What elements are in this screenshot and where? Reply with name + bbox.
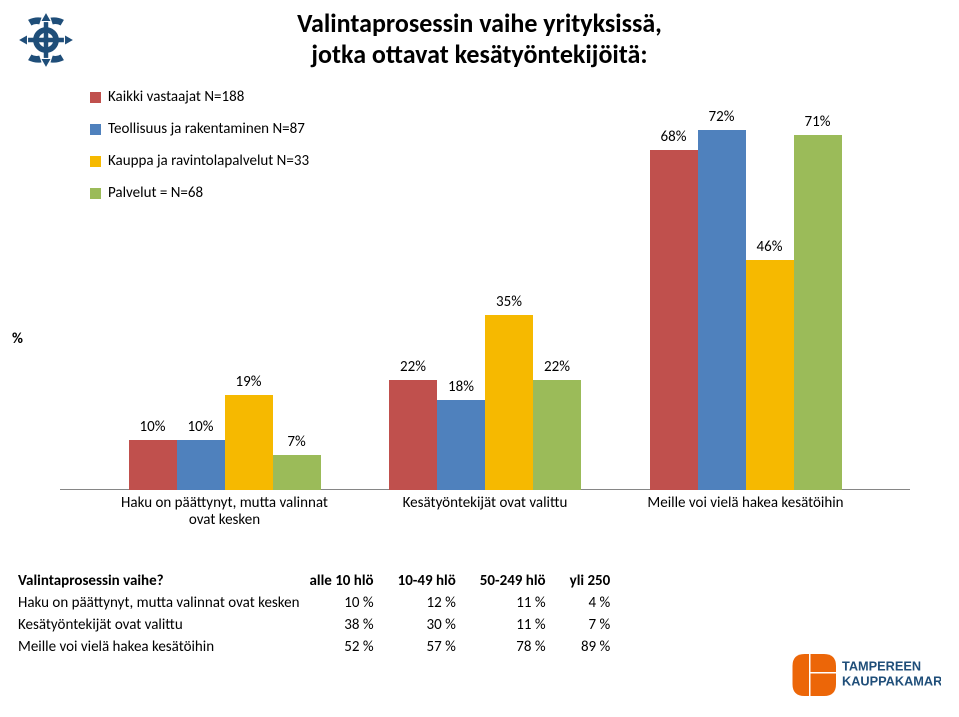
- table-cell: 89 %: [570, 636, 635, 658]
- title-line-1: Valintaprosessin vaihe yrityksissä,: [297, 7, 662, 39]
- bar-value-label: 22%: [544, 358, 570, 376]
- bar: 71%: [794, 135, 842, 490]
- table-header-col: 10-49 hlö: [398, 570, 480, 592]
- category-label: Meille voi vielä hakea kesätöihin: [630, 495, 862, 512]
- bar-group: 22%18%35%22%: [389, 315, 581, 490]
- table-cell: 10 %: [309, 592, 397, 614]
- table-row: Kesätyöntekijät ovat valittu38 %30 %11 %…: [18, 614, 634, 636]
- table-cell: 11 %: [480, 592, 570, 614]
- bar-group: 10%10%19%7%: [129, 395, 321, 490]
- bar-value-label: 22%: [400, 358, 426, 376]
- bar: 46%: [746, 260, 794, 490]
- table-row: Meille voi vielä hakea kesätöihin52 %57 …: [18, 636, 634, 658]
- table-row-label: Kesätyöntekijät ovat valittu: [18, 614, 309, 636]
- category-label: Kesätyöntekijät ovat valittu: [369, 495, 601, 512]
- table-header-col: 50-249 hlö: [480, 570, 570, 592]
- bar: 22%: [389, 380, 437, 490]
- bar-chart: 10%10%19%7%22%18%35%22%68%72%46%71%: [60, 90, 910, 490]
- bar-group: 68%72%46%71%: [650, 130, 842, 490]
- svg-text:TAMPEREEN: TAMPEREEN: [842, 659, 921, 674]
- table-row-label: Meille voi vielä hakea kesätöihin: [18, 636, 309, 658]
- table-cell: 4 %: [570, 592, 635, 614]
- bar: 10%: [177, 440, 225, 490]
- chart-title: Valintaprosessin vaihe yrityksissä, jotk…: [0, 8, 959, 70]
- summary-table: Valintaprosessin vaihe?alle 10 hlö10-49 …: [18, 570, 634, 658]
- table-cell: 12 %: [398, 592, 480, 614]
- bar: 10%: [129, 440, 177, 490]
- category-labels: Haku on päättynyt, mutta valinnat ovat k…: [60, 495, 910, 535]
- table-cell: 57 %: [398, 636, 480, 658]
- bar-value-label: 10%: [188, 418, 214, 436]
- table-header-row: Valintaprosessin vaihe?alle 10 hlö10-49 …: [18, 570, 634, 592]
- table-header-col: yli 250: [570, 570, 635, 592]
- bar-value-label: 68%: [661, 128, 687, 146]
- table-cell: 38 %: [309, 614, 397, 636]
- bar-value-label: 46%: [757, 238, 783, 256]
- bar-value-label: 7%: [287, 433, 305, 451]
- table-header-rowlabel: Valintaprosessin vaihe?: [18, 570, 309, 592]
- bar-value-label: 35%: [496, 293, 522, 311]
- table-row-label: Haku on päättynyt, mutta valinnat ovat k…: [18, 592, 309, 614]
- category-label: Haku on päättynyt, mutta valinnat ovat k…: [109, 495, 341, 530]
- bar: 18%: [437, 400, 485, 490]
- table-header-col: alle 10 hlö: [309, 570, 397, 592]
- y-axis-label: %: [12, 330, 23, 348]
- table-cell: 78 %: [480, 636, 570, 658]
- table-cell: 30 %: [398, 614, 480, 636]
- bar-value-label: 72%: [709, 108, 735, 126]
- table-cell: 7 %: [570, 614, 635, 636]
- bar: 72%: [698, 130, 746, 490]
- bar: 22%: [533, 380, 581, 490]
- footer-logo-icon: TAMPEREEN KAUPPAKAMARI: [791, 651, 941, 699]
- svg-text:KAUPPAKAMARI: KAUPPAKAMARI: [842, 674, 941, 689]
- table-cell: 52 %: [309, 636, 397, 658]
- bar-value-label: 19%: [236, 373, 262, 391]
- bar: 35%: [485, 315, 533, 490]
- bar-value-label: 71%: [805, 113, 831, 131]
- bar: 7%: [273, 455, 321, 490]
- bar-value-label: 10%: [140, 418, 166, 436]
- bar-value-label: 18%: [448, 378, 474, 396]
- table-row: Haku on päättynyt, mutta valinnat ovat k…: [18, 592, 634, 614]
- title-line-2: jotka ottavat kesätyöntekijöitä:: [311, 38, 647, 70]
- table-cell: 11 %: [480, 614, 570, 636]
- bar: 19%: [225, 395, 273, 490]
- bar: 68%: [650, 150, 698, 490]
